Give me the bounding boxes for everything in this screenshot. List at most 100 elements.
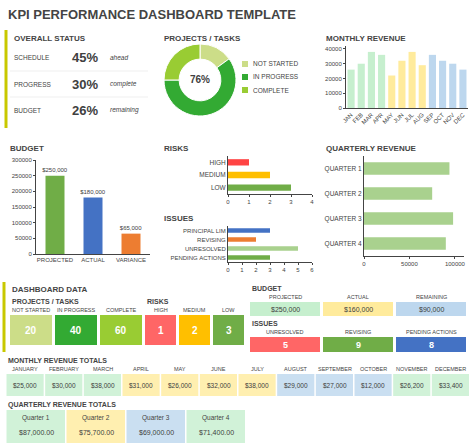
svg-text:250000: 250000 <box>12 173 33 179</box>
svg-text:JAN: JAN <box>342 112 354 124</box>
svg-text:NOV: NOV <box>442 112 455 125</box>
svg-text:VARIANCE: VARIANCE <box>116 257 146 263</box>
svg-text:$30,000: $30,000 <box>52 382 76 389</box>
svg-text:BUDGET: BUDGET <box>10 144 44 153</box>
svg-text:20: 20 <box>25 325 37 336</box>
svg-text:10000: 10000 <box>325 90 342 96</box>
svg-text:PENDING ACTIONS: PENDING ACTIONS <box>170 255 225 261</box>
svg-text:REVISING: REVISING <box>197 237 226 243</box>
svg-text:Quarter 4: Quarter 4 <box>202 414 230 422</box>
svg-text:OCT: OCT <box>432 112 445 125</box>
svg-text:ISSUES: ISSUES <box>252 320 278 327</box>
svg-text:2: 2 <box>192 325 198 336</box>
svg-text:$65,000: $65,000 <box>120 225 142 231</box>
svg-text:1: 1 <box>158 325 164 336</box>
svg-text:QUARTERLY REVENUE TOTALS: QUARTERLY REVENUE TOTALS <box>8 401 116 409</box>
svg-text:DECEMBER: DECEMBER <box>435 366 466 372</box>
svg-text:RISKS: RISKS <box>164 144 189 153</box>
svg-text:REVISING: REVISING <box>345 329 371 335</box>
svg-text:6: 6 <box>310 267 314 273</box>
svg-text:PENDING ACTIONS: PENDING ACTIONS <box>406 329 457 335</box>
svg-text:MONTHLY REVENUE: MONTHLY REVENUE <box>326 34 406 43</box>
svg-text:LOW: LOW <box>222 307 235 313</box>
svg-text:Quarter 2: Quarter 2 <box>82 414 110 422</box>
svg-text:1: 1 <box>240 267 244 273</box>
svg-text:MARCH: MARCH <box>93 366 113 372</box>
svg-text:$26,200: $26,200 <box>400 382 424 389</box>
svg-text:200000: 200000 <box>12 188 33 194</box>
svg-text:APRIL: APRIL <box>133 366 149 372</box>
svg-text:IN PROGRESS: IN PROGRESS <box>57 307 96 313</box>
svg-text:$38,000: $38,000 <box>245 382 269 389</box>
svg-text:$250,000: $250,000 <box>42 167 68 173</box>
svg-text:5: 5 <box>283 340 288 350</box>
svg-text:QUARTER 4: QUARTER 4 <box>325 240 362 248</box>
svg-text:4: 4 <box>310 199 314 205</box>
svg-text:APR: APR <box>371 111 384 124</box>
svg-text:$90,000: $90,000 <box>419 306 444 313</box>
svg-text:NOVEMBER: NOVEMBER <box>396 366 428 372</box>
svg-text:Quarter 3: Quarter 3 <box>142 414 170 422</box>
svg-text:26%: 26% <box>72 103 98 118</box>
svg-text:PROJECTED: PROJECTED <box>37 257 74 263</box>
svg-text:0: 0 <box>362 261 366 267</box>
svg-text:FEBRUARY: FEBRUARY <box>49 366 79 372</box>
svg-text:MAY: MAY <box>381 112 394 125</box>
svg-text:PROGRESS: PROGRESS <box>14 81 52 88</box>
svg-text:2: 2 <box>268 199 272 205</box>
svg-text:MONTHLY REVENUE TOTALS: MONTHLY REVENUE TOTALS <box>8 357 107 364</box>
svg-text:BUDGET: BUDGET <box>252 285 282 292</box>
svg-text:50000: 50000 <box>15 235 32 241</box>
svg-text:ISSUES: ISSUES <box>164 214 194 223</box>
svg-text:NOT STARTED: NOT STARTED <box>12 307 50 313</box>
svg-text:AUGUST: AUGUST <box>284 366 308 372</box>
svg-text:0: 0 <box>226 199 230 205</box>
svg-text:Quarter 1: Quarter 1 <box>22 414 50 422</box>
svg-text:0: 0 <box>226 267 230 273</box>
svg-text:150000: 150000 <box>12 204 33 210</box>
svg-text:$26,000: $26,000 <box>168 382 192 389</box>
svg-text:100000: 100000 <box>445 261 466 267</box>
svg-text:$12,000: $12,000 <box>361 382 385 389</box>
svg-text:30%: 30% <box>72 77 98 92</box>
svg-text:$87,000.00: $87,000.00 <box>19 429 54 436</box>
svg-text:IN PROGRESS: IN PROGRESS <box>253 73 299 80</box>
svg-text:60: 60 <box>115 325 127 336</box>
svg-text:COMPLETE: COMPLETE <box>253 87 289 94</box>
svg-text:$25,000: $25,000 <box>13 382 37 389</box>
svg-text:ahead: ahead <box>110 54 128 61</box>
svg-text:QUARTER 1: QUARTER 1 <box>325 165 362 173</box>
svg-text:$71,400.00: $71,400.00 <box>199 429 234 436</box>
svg-text:$29,000: $29,000 <box>284 382 308 389</box>
svg-text:0: 0 <box>28 251 32 257</box>
svg-text:QUARTER 3: QUARTER 3 <box>325 215 362 223</box>
svg-text:ACTUAL: ACTUAL <box>347 294 369 300</box>
svg-text:300000: 300000 <box>12 157 33 163</box>
svg-text:JULY: JULY <box>251 366 264 372</box>
svg-text:MAR: MAR <box>361 111 375 125</box>
svg-text:HIGH: HIGH <box>209 159 226 166</box>
svg-text:PROJECTS / TASKS: PROJECTS / TASKS <box>164 34 241 43</box>
svg-text:SEPTEMBER: SEPTEMBER <box>318 366 352 372</box>
svg-text:1: 1 <box>247 199 251 205</box>
svg-text:$27,000: $27,000 <box>323 382 347 389</box>
svg-text:40: 40 <box>70 325 82 336</box>
svg-text:UNRESOLVED: UNRESOLVED <box>185 246 227 252</box>
svg-text:$180,000: $180,000 <box>80 189 106 195</box>
svg-text:$69,000.00: $69,000.00 <box>139 429 174 436</box>
svg-text:20000: 20000 <box>325 76 342 82</box>
svg-text:MAY: MAY <box>174 366 186 372</box>
svg-text:NOT STARTED: NOT STARTED <box>253 60 298 67</box>
svg-text:0: 0 <box>338 105 342 111</box>
svg-text:$32,000: $32,000 <box>207 382 231 389</box>
svg-text:JUNE: JUNE <box>211 366 226 372</box>
svg-text:$75,700.00: $75,700.00 <box>79 429 114 436</box>
svg-text:50000: 50000 <box>401 261 418 267</box>
svg-text:FEB: FEB <box>352 112 364 124</box>
svg-text:ACTUAL: ACTUAL <box>81 257 105 263</box>
svg-text:3: 3 <box>268 267 272 273</box>
svg-text:UNRESOLVED: UNRESOLVED <box>266 329 304 335</box>
svg-text:$38,000: $38,000 <box>91 382 115 389</box>
svg-text:RISKS: RISKS <box>147 298 169 305</box>
svg-text:45%: 45% <box>72 50 98 65</box>
